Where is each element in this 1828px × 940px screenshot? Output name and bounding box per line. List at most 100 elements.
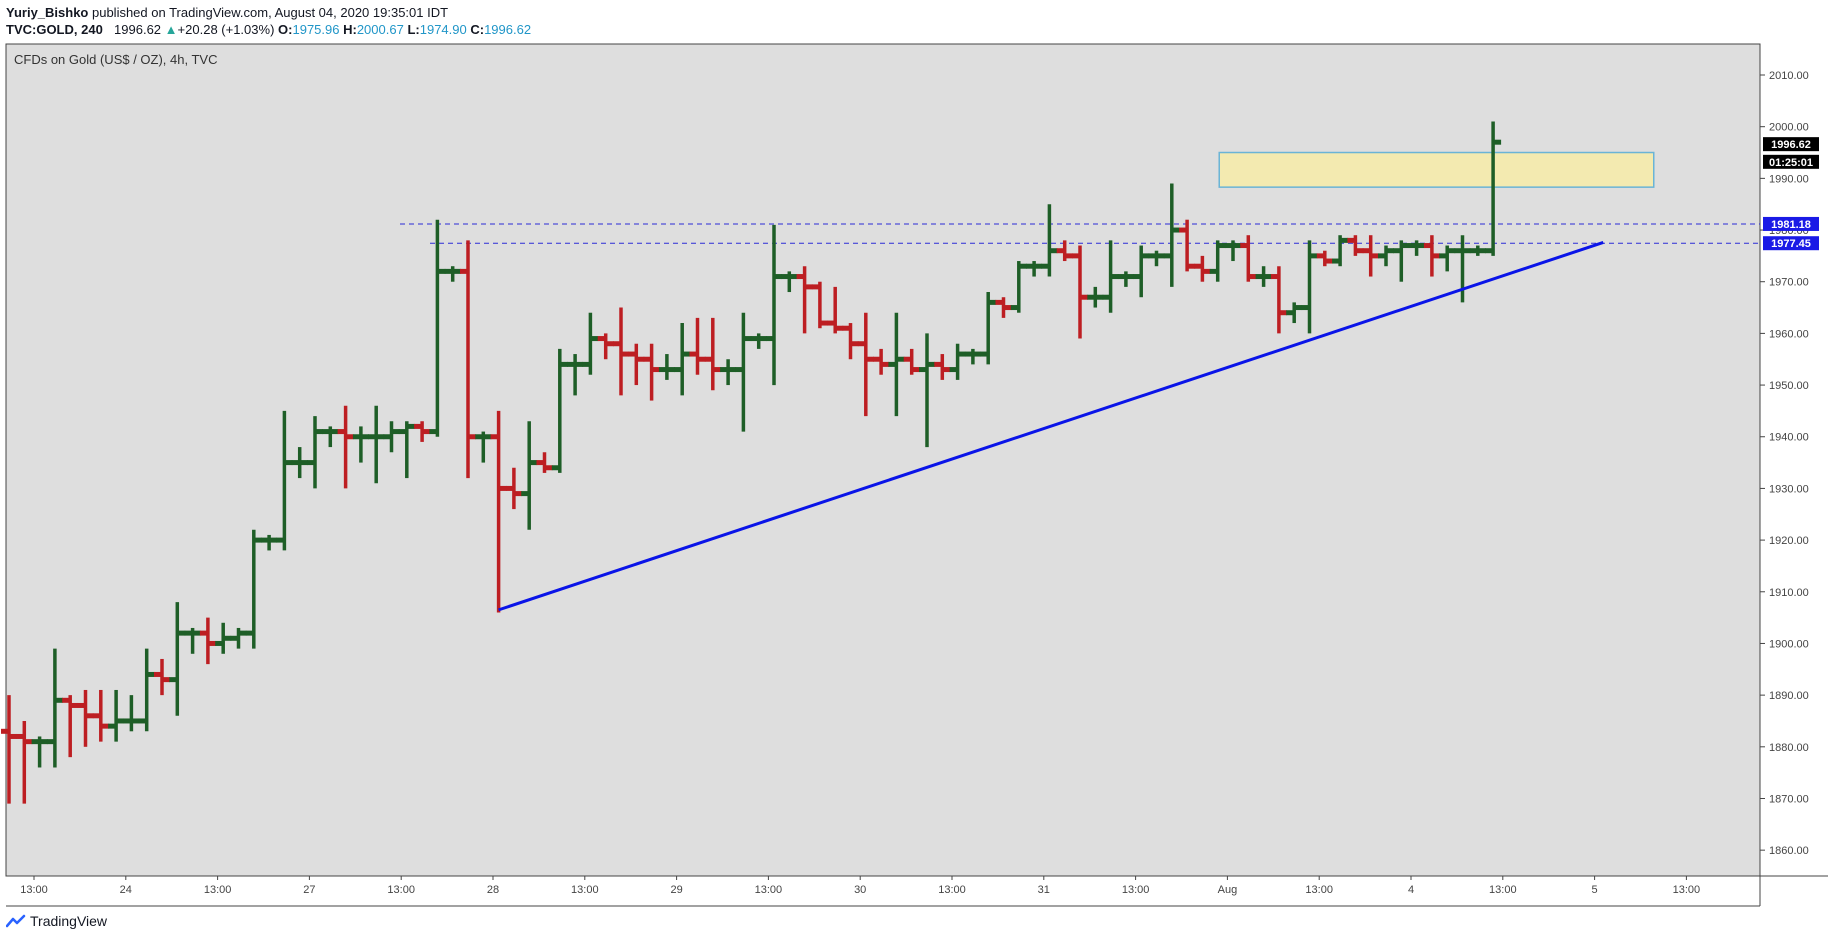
price-label: 01:25:01 <box>1763 154 1819 169</box>
price-label: 1996.62 <box>1763 137 1819 152</box>
author-name[interactable]: Yuriy_Bishko <box>6 5 89 20</box>
price-tick-label: 1860.00 <box>1769 845 1809 857</box>
ohlc-bar <box>154 658 170 696</box>
brand-name[interactable]: TradingView <box>30 913 108 929</box>
trendline[interactable] <box>498 241 1604 612</box>
ohlc-bar <box>414 421 431 442</box>
ohlc-bar <box>62 695 79 758</box>
ohlc-bar <box>628 343 645 386</box>
ohlc-bar <box>123 695 140 732</box>
ohlc-bar <box>261 534 278 551</box>
ohlc-bar <box>1270 266 1287 334</box>
ohlc-bar <box>674 323 691 396</box>
ohlc-bar <box>398 421 415 479</box>
ohlc-bar <box>429 219 446 437</box>
ohlc-bar <box>77 689 94 747</box>
ohlc-bar <box>1026 261 1043 277</box>
ohlc-bar <box>643 343 660 401</box>
time-tick-label: 24 <box>120 884 132 896</box>
price-change: +20.28 (+1.03%) <box>177 22 275 37</box>
ohlc-bar <box>184 627 201 654</box>
low-value: 1974.90 <box>419 22 467 37</box>
ohlc-bar <box>276 410 293 551</box>
ohlc-bar <box>1408 240 1425 256</box>
open-value: 1975.96 <box>292 22 340 37</box>
ohlc-bar <box>857 312 874 417</box>
resistance-zone[interactable] <box>1218 151 1655 188</box>
price-tick-label: 1930.00 <box>1769 483 1809 495</box>
time-axis: 13:00 24 13:00 27 13:00 28 13:00 29 13:00 30 13:00… <box>20 876 1700 896</box>
ohlc-bar <box>658 354 675 380</box>
ohlc-bar <box>1 695 17 804</box>
time-tick-label: 13:00 <box>938 884 966 896</box>
ohlc-bar <box>1362 235 1379 277</box>
time-tick-label: 13:00 <box>1673 884 1701 896</box>
ohlc-bar <box>582 312 599 375</box>
ohlc-bar <box>827 286 844 334</box>
horizontal-levels[interactable] <box>400 223 1760 244</box>
price-tick-label: 1910.00 <box>1769 587 1809 599</box>
ohlc-bar <box>1255 266 1272 287</box>
ohlc-bar <box>735 312 752 432</box>
price-tick-label: 1890.00 <box>1769 690 1809 702</box>
ohlc-bar <box>1347 235 1364 256</box>
ohlc-bar <box>1148 250 1165 267</box>
price-tick-label: 1970.00 <box>1769 277 1809 289</box>
ohlc-bar <box>1010 261 1027 313</box>
price-label-bg <box>1763 236 1819 251</box>
time-tick-label: 13:00 <box>20 884 48 896</box>
ohlc-bar <box>46 648 63 768</box>
chart-title: CFDs on Gold (US$ / OZ), 4h, TVC <box>14 52 217 67</box>
price-label-bg <box>1763 154 1819 169</box>
price-labels: 1996.62 01:25:01 1981.18 1977.45 <box>1763 137 1819 251</box>
ohlc-bar <box>169 602 186 716</box>
ohlc-bar <box>551 348 568 473</box>
price-label-bg <box>1763 137 1819 152</box>
ohlc-bar <box>1041 204 1058 277</box>
time-tick-label: 30 <box>854 884 866 896</box>
price-tick-label: 1900.00 <box>1769 638 1809 650</box>
time-tick-label: 4 <box>1408 884 1414 896</box>
time-tick-label: 13:00 <box>1305 884 1333 896</box>
ohlc-bar <box>490 410 507 613</box>
ohlc-bar <box>1240 235 1257 282</box>
ohlc-bar <box>613 307 629 396</box>
published-text: published on TradingView.com, August 04,… <box>88 5 449 20</box>
ohlc-bar <box>337 405 354 489</box>
ohlc-bar <box>1469 245 1486 256</box>
price-label-text: 1977.45 <box>1771 238 1811 250</box>
price-label-text: 01:25:01 <box>1769 157 1813 169</box>
time-tick-label: 5 <box>1592 884 1598 896</box>
ohlc-bar <box>1163 183 1180 287</box>
ohlc-bar <box>245 529 262 649</box>
time-tick-label: 13:00 <box>571 884 599 896</box>
ohlc-bar <box>1102 240 1119 313</box>
ohlc-bar <box>1117 271 1134 287</box>
ohlc-bar <box>980 292 997 365</box>
time-tick-label: 28 <box>487 884 499 896</box>
ohlc-bar <box>597 333 614 360</box>
time-tick-label: 13:00 <box>204 884 232 896</box>
price-axis: 1860.00 1870.00 1880.00 1890.00 1900.00 1910.… <box>1760 70 1809 857</box>
ohlc-bar <box>873 348 890 375</box>
low-label: L: <box>407 22 420 37</box>
price-label-bg <box>1763 216 1819 231</box>
price-tick-label: 2000.00 <box>1769 122 1809 134</box>
ohlc-bar <box>796 266 813 334</box>
ohlc-bar <box>1393 240 1410 282</box>
change-arrow-icon: ▲ <box>164 22 178 37</box>
ohlc-bar <box>138 648 155 732</box>
price-tick-label: 1920.00 <box>1769 535 1809 547</box>
time-tick-label: 27 <box>303 884 315 896</box>
ohlc-bar <box>16 720 33 804</box>
ohlc-bar <box>1179 219 1196 272</box>
high-label: H: <box>343 22 357 37</box>
ohlc-bar <box>460 240 476 479</box>
ohlc-bar <box>1133 245 1150 298</box>
ohlc-bar <box>444 266 461 282</box>
time-tick-label: 13:00 <box>1489 884 1517 896</box>
ohlc-bar <box>689 317 706 375</box>
ohlc-bar <box>215 622 232 654</box>
price-label-text: 1981.18 <box>1771 219 1811 231</box>
